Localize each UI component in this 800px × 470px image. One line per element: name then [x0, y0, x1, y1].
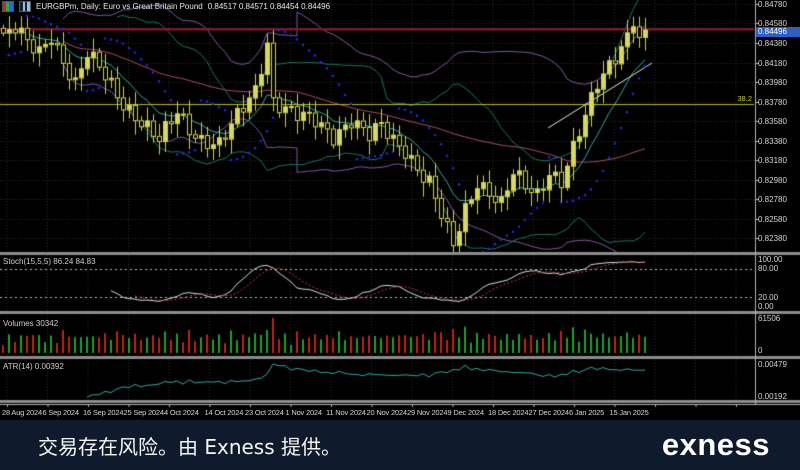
atr-indicator-label: ATR(14) 0.00392 — [3, 362, 64, 371]
exness-footer: 交易存在风险。由 Exness 提供。 exness — [0, 420, 800, 470]
price-axis-label: 0.83980 — [758, 78, 787, 87]
price-axis-label: 0.84380 — [758, 39, 787, 48]
price-axis-label: 0.84780 — [758, 0, 787, 9]
price-axis-label: 0.82380 — [758, 234, 787, 243]
date-axis-label: 20 Nov 2024 — [366, 408, 408, 417]
price-axis-label: 0.82780 — [758, 195, 787, 204]
stoch-scale-label: 20.00 — [758, 293, 779, 302]
ohlc-values: 0.84517 0.84571 0.84454 0.84496 — [207, 2, 331, 11]
date-axis-label: 15 Jan 2025 — [609, 408, 649, 417]
date-axis-label: 1 Nov 2024 — [285, 408, 323, 417]
date-axis-label: 29 Nov 2024 — [407, 408, 448, 417]
symbol-title: EURGBPm, Daily: Euro vs Great Britain Po… — [36, 2, 203, 11]
price-axis-label: 0.83580 — [758, 117, 787, 126]
date-axis-label: 27 Dec 2024 — [528, 408, 570, 417]
volume-scale-max: 61506 — [758, 314, 781, 323]
atr-scale-max: 0.00479 — [758, 360, 787, 369]
price-axis-label: 0.82580 — [758, 215, 787, 224]
volume-scale-min: 0 — [758, 346, 763, 355]
date-axis-label: 16 Sep 2024 — [83, 408, 124, 417]
candlestick-icon[interactable] — [19, 1, 31, 12]
date-axis-label: 4 Oct 2024 — [164, 408, 199, 417]
exness-logo: exness — [661, 427, 770, 462]
price-axis-label: 0.83380 — [758, 137, 787, 146]
date-axis-label: 9 Dec 2024 — [447, 408, 485, 417]
price-axis-label: 0.83780 — [758, 98, 787, 107]
date-axis-label: 18 Dec 2024 — [488, 408, 529, 417]
price-chart-area[interactable]: EURGBPm, Daily: Euro vs Great Britain Po… — [0, 0, 800, 420]
price-axis-label: 0.84180 — [758, 59, 787, 68]
current-price-badge: 0.84496 — [756, 27, 800, 37]
date-axis-label: 6 Jan 2025 — [569, 408, 605, 417]
price-axis-label: 0.82980 — [758, 176, 787, 185]
stoch-scale-label: 100.00 — [758, 255, 783, 264]
chart-titlebar: EURGBPm, Daily: Euro vs Great Britain Po… — [2, 1, 330, 12]
atr-scale-min: 0.00192 — [758, 392, 787, 401]
date-axis-label: 14 Oct 2024 — [204, 408, 244, 417]
stoch-scale-label: 80.00 — [758, 264, 779, 273]
date-axis-label: 11 Nov 2024 — [326, 408, 366, 417]
stoch-scale-label: 0.00 — [758, 302, 774, 311]
chart-canvas[interactable] — [0, 0, 800, 420]
date-axis-label: 6 Sep 2024 — [42, 408, 80, 417]
date-axis-label: 28 Aug 2024 — [2, 408, 42, 417]
volumes-indicator-label: Volumes 30342 — [3, 319, 59, 328]
risk-disclaimer: 交易存在风险。由 Exness 提供。 — [38, 434, 342, 459]
price-axis-label: 0.83180 — [758, 156, 787, 165]
stoch-indicator-label: Stoch(15,5,5) 86.24 84.83 — [3, 257, 96, 266]
fib-382-label: 38.2 — [737, 94, 752, 103]
date-axis-label: 23 Oct 2024 — [245, 408, 284, 417]
price-axis-label: 0.84580 — [758, 19, 787, 28]
date-axis-label: 25 Sep 2024 — [123, 408, 165, 417]
bar-chart-icon[interactable] — [2, 1, 14, 12]
